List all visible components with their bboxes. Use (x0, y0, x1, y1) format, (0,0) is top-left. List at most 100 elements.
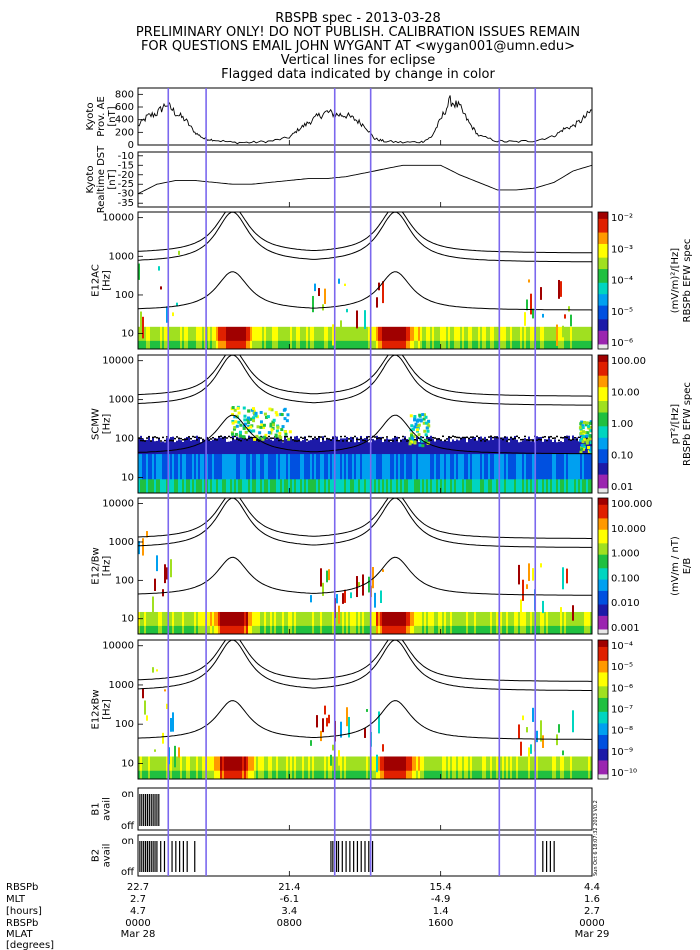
spectrum-cell (148, 326, 150, 349)
spectrum-cell (262, 340, 264, 349)
spectrum-cell (494, 756, 496, 779)
spectrum-cell (442, 435, 444, 438)
spectrum-cell (254, 411, 258, 415)
spectrum-cell (190, 326, 192, 349)
spectrum-cell (522, 479, 524, 493)
spectrum-cell (589, 429, 592, 433)
spectrum-cell (156, 340, 158, 349)
colorbar-label: (mV/m / nT) (670, 536, 681, 596)
spectrum-cell (384, 454, 386, 493)
spectrum-cell (510, 436, 512, 439)
spectrum-cell (242, 770, 244, 779)
spectrum-cell (144, 479, 146, 493)
spectrum-cell (310, 740, 312, 746)
colorbar-cell (598, 646, 608, 650)
spectrum-cell (556, 324, 558, 346)
spectrum-cell (579, 422, 583, 426)
spectrum-cell (212, 479, 214, 493)
spectrum-cell (275, 413, 279, 417)
spectrum-cell (306, 439, 308, 441)
spectrum-cell (186, 770, 188, 779)
colorbar-cell (598, 674, 608, 678)
spectrum-cell (170, 611, 172, 634)
spectrum-cell (348, 756, 350, 779)
spectrum-cell (427, 441, 431, 445)
spectrum-cell (490, 435, 492, 438)
spectrum-cell (506, 625, 508, 634)
spectrum-cell (296, 756, 298, 779)
spectrum-cell (540, 563, 542, 568)
spectrum-cell (452, 340, 454, 349)
spectrum-cell (586, 340, 588, 349)
spectrum-cell (430, 625, 432, 634)
spectrum-cell (188, 340, 190, 349)
spectrum-cell (196, 326, 198, 349)
spectrum-cell (262, 756, 264, 779)
spectrum-cell (280, 756, 282, 779)
spectrum-cell (344, 611, 346, 634)
spectrum-cell (158, 454, 160, 493)
spectrum-cell (262, 425, 266, 429)
spectrum-cell (152, 340, 154, 349)
spectrum-cell (306, 625, 308, 634)
spectrum-cell (294, 479, 296, 493)
spectrum-cell (356, 756, 358, 779)
spectrum-cell (448, 770, 450, 779)
spectrum-cell (260, 611, 262, 634)
colorbar-cell (598, 387, 608, 390)
spectrum-cell (384, 340, 386, 349)
spectrum-cell (144, 625, 146, 634)
spectrum-cell (356, 479, 358, 493)
spectrum-cell (194, 479, 196, 493)
colorbar-cell (598, 259, 608, 263)
spectrum-cell (452, 611, 454, 634)
colorbar-cell (598, 746, 608, 750)
y-axis-label: E12xBw (91, 690, 102, 730)
spectrum-cell (496, 479, 498, 493)
spectrum-cell (276, 625, 278, 634)
colorbar-tick-label: 1.00 (611, 419, 633, 430)
spectrum-cell (236, 454, 238, 493)
colorbar-cell (598, 319, 608, 323)
spectrum-cell (400, 611, 402, 634)
spectrum-cell (290, 625, 292, 634)
colorbar-cell (598, 711, 608, 715)
spectrum-cell (404, 479, 406, 493)
colorbar-label: (mV/m)²/[Hz] (670, 248, 681, 314)
spectrum-cell (216, 611, 218, 634)
colorbar-cell (598, 342, 608, 345)
spectrum-cell (346, 707, 348, 727)
spectrum-cell (394, 340, 396, 349)
spectrum-cell (486, 326, 488, 349)
spectrum-cell (584, 756, 586, 779)
spectrum-cell (552, 454, 554, 493)
spectrum-cell (432, 479, 434, 493)
spectrum-cell (474, 479, 476, 493)
spectrum-cell (482, 611, 484, 634)
spectrum-cell (206, 340, 208, 349)
spectrum-cell (260, 326, 262, 349)
spectrum-cell (452, 454, 454, 493)
colorbar-cell (598, 234, 608, 238)
spectrum-cell (588, 479, 590, 493)
spectrum-cell (438, 326, 440, 349)
spectrum-cell (336, 439, 338, 442)
spectrum-cell (214, 326, 216, 349)
spectrum-cell (514, 437, 516, 440)
spectrum-cell (425, 426, 429, 430)
spectrum-cell (390, 326, 392, 349)
spectrum-cell (416, 340, 418, 349)
spectrum-cell (556, 734, 558, 746)
spectrum-cell (404, 340, 406, 349)
spectrum-cell (476, 326, 478, 349)
spectrum-cell (520, 340, 522, 349)
spectrum-cell (282, 408, 286, 412)
spectrum-cell (470, 479, 472, 493)
colorbar-cell (598, 734, 608, 738)
spectrum-cell (176, 479, 178, 493)
spectrum-cell (156, 454, 158, 493)
spectrum-cell (510, 756, 512, 779)
spectrum-cell (582, 756, 584, 779)
spectrum-cell (300, 756, 302, 779)
